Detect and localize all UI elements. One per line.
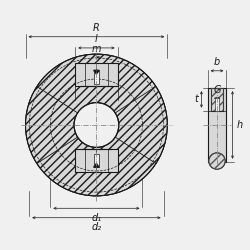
Polygon shape [37, 54, 156, 113]
Circle shape [74, 102, 119, 147]
Circle shape [209, 153, 225, 169]
Polygon shape [94, 70, 99, 74]
Bar [75, 63, 118, 86]
Bar [211, 88, 223, 110]
Text: G: G [213, 85, 221, 95]
Text: l: l [95, 34, 98, 44]
Polygon shape [37, 137, 156, 196]
Bar [211, 88, 223, 110]
Circle shape [26, 54, 167, 196]
Bar [94, 70, 99, 84]
Text: t: t [194, 94, 198, 104]
Text: R: R [93, 23, 100, 33]
Bar [215, 98, 219, 110]
Polygon shape [94, 164, 99, 167]
Text: b: b [214, 57, 220, 67]
Text: m: m [92, 44, 101, 54]
Bar [94, 154, 99, 167]
Polygon shape [26, 86, 78, 164]
Bar [75, 148, 118, 172]
Bar [208, 88, 226, 162]
Text: h: h [237, 120, 243, 130]
Text: d₁: d₁ [91, 213, 102, 223]
Text: d₂: d₂ [91, 222, 102, 232]
Polygon shape [115, 86, 167, 164]
